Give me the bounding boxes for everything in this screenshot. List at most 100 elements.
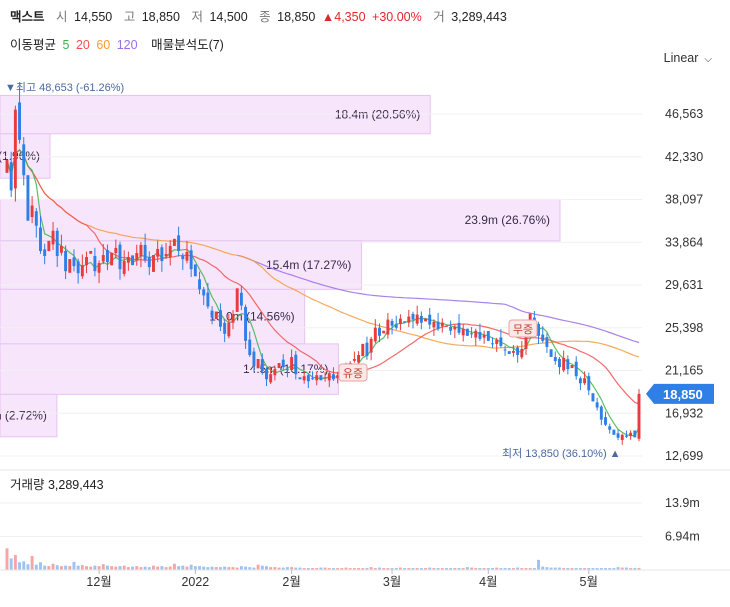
volume-bar bbox=[290, 567, 294, 570]
volume-bar bbox=[595, 568, 599, 570]
volume-bar bbox=[26, 564, 30, 570]
candle-body bbox=[206, 292, 210, 307]
candle-body bbox=[578, 378, 582, 384]
candle-body bbox=[43, 249, 47, 257]
volume-profile-label: 23.9m (26.76%) bbox=[465, 213, 550, 227]
volume-bar bbox=[378, 567, 381, 570]
candle-body bbox=[331, 374, 335, 380]
volume-bar bbox=[13, 555, 17, 570]
candle-body bbox=[398, 318, 402, 324]
candle-body bbox=[9, 162, 13, 191]
volume-bar bbox=[227, 567, 231, 570]
volume-bar bbox=[616, 567, 620, 570]
volume-profile-label[interactable]: 매물분석도(7) bbox=[151, 38, 224, 52]
volume-bar bbox=[583, 568, 587, 570]
candle-body bbox=[574, 361, 578, 377]
ma-period-20[interactable]: 20 bbox=[75, 38, 90, 52]
volume-bar bbox=[357, 568, 361, 570]
candle-body bbox=[22, 144, 26, 176]
candle-body bbox=[449, 327, 453, 331]
volume-bar bbox=[612, 568, 616, 570]
candle-body bbox=[465, 328, 469, 336]
candle-body bbox=[64, 251, 68, 272]
candle-body bbox=[478, 332, 482, 339]
x-tick-label: 2월 bbox=[282, 575, 300, 589]
volume-bar bbox=[591, 568, 595, 570]
volume-bar bbox=[386, 568, 390, 570]
low-annotation: 최저 13,850 (36.10%) ▲ bbox=[502, 447, 621, 460]
close-label: 종 bbox=[259, 10, 271, 24]
volume-value: 3,289,443 bbox=[451, 10, 507, 24]
volume-bar bbox=[68, 566, 72, 570]
volume-bar bbox=[520, 568, 524, 570]
high-annotation: ▼최고 48,653 (-61.26%) bbox=[5, 81, 124, 94]
volume-bar bbox=[244, 566, 248, 570]
volume-bar bbox=[403, 568, 407, 570]
volume-bar bbox=[604, 568, 607, 570]
close-value: 18,850 bbox=[277, 10, 316, 24]
candle-body bbox=[624, 435, 628, 437]
volume-bar bbox=[126, 567, 130, 570]
candle-body bbox=[608, 426, 612, 430]
candle-body bbox=[198, 279, 201, 290]
volume-bar bbox=[532, 568, 536, 570]
candle-body bbox=[440, 322, 444, 327]
ma-period-60[interactable]: 60 bbox=[96, 38, 111, 52]
candle-body bbox=[185, 251, 189, 261]
volume-bar bbox=[189, 564, 193, 570]
volume-bar bbox=[570, 568, 574, 570]
candle-body bbox=[5, 160, 9, 173]
volume-bar bbox=[373, 568, 377, 570]
ma-period-120[interactable]: 120 bbox=[116, 38, 138, 52]
volume-bar bbox=[549, 567, 553, 570]
candle-body bbox=[265, 369, 268, 380]
volume-bar bbox=[470, 567, 474, 570]
volume-bars: 거래량 3,289,443 13.9m 6.94m bbox=[0, 469, 730, 570]
stock-name: 맥스트 bbox=[10, 10, 45, 24]
volume-bar bbox=[553, 567, 557, 570]
volume-bar bbox=[491, 568, 494, 570]
candle-body bbox=[39, 227, 42, 251]
candle-body bbox=[369, 338, 373, 353]
volume-bar bbox=[507, 568, 511, 570]
volume-bar bbox=[537, 559, 541, 570]
candle-body bbox=[260, 359, 264, 372]
candle-body bbox=[302, 376, 306, 381]
candle-body bbox=[570, 365, 574, 369]
volume-bar bbox=[411, 568, 415, 570]
candle-body bbox=[633, 430, 637, 438]
volume-bar bbox=[47, 566, 51, 570]
volume-bar bbox=[118, 566, 122, 570]
volume-bar bbox=[294, 567, 298, 570]
candle-body bbox=[239, 292, 243, 306]
candle-body bbox=[558, 358, 561, 368]
volume-bar bbox=[315, 568, 319, 570]
volume-bar bbox=[298, 567, 302, 570]
volume-bar bbox=[633, 568, 637, 570]
volume-bar bbox=[64, 565, 68, 570]
event-label: 유증 bbox=[343, 367, 363, 380]
candle-body bbox=[491, 343, 494, 345]
volume-bar bbox=[43, 565, 47, 570]
candle-body bbox=[202, 289, 206, 296]
volume-bar bbox=[599, 568, 603, 570]
candle-body bbox=[352, 359, 356, 361]
volume-bar bbox=[482, 568, 486, 570]
ma-label[interactable]: 이동평균 bbox=[10, 38, 57, 52]
candle-body bbox=[76, 261, 80, 274]
volume-bar bbox=[419, 568, 423, 570]
candle-body bbox=[553, 357, 557, 362]
volume-bar bbox=[114, 566, 118, 570]
volume-bar bbox=[218, 567, 222, 570]
scale-dropdown[interactable]: Linear ⌵ bbox=[664, 51, 712, 65]
candle-body bbox=[223, 322, 227, 334]
candle-body bbox=[474, 330, 478, 338]
candle-body bbox=[68, 259, 72, 273]
candle-body bbox=[595, 402, 599, 408]
volume-bar bbox=[327, 568, 331, 570]
volume-bar bbox=[465, 567, 469, 570]
candle-body bbox=[110, 252, 114, 266]
ma-period-5[interactable]: 5 bbox=[62, 38, 70, 52]
volume-bar bbox=[256, 564, 260, 570]
